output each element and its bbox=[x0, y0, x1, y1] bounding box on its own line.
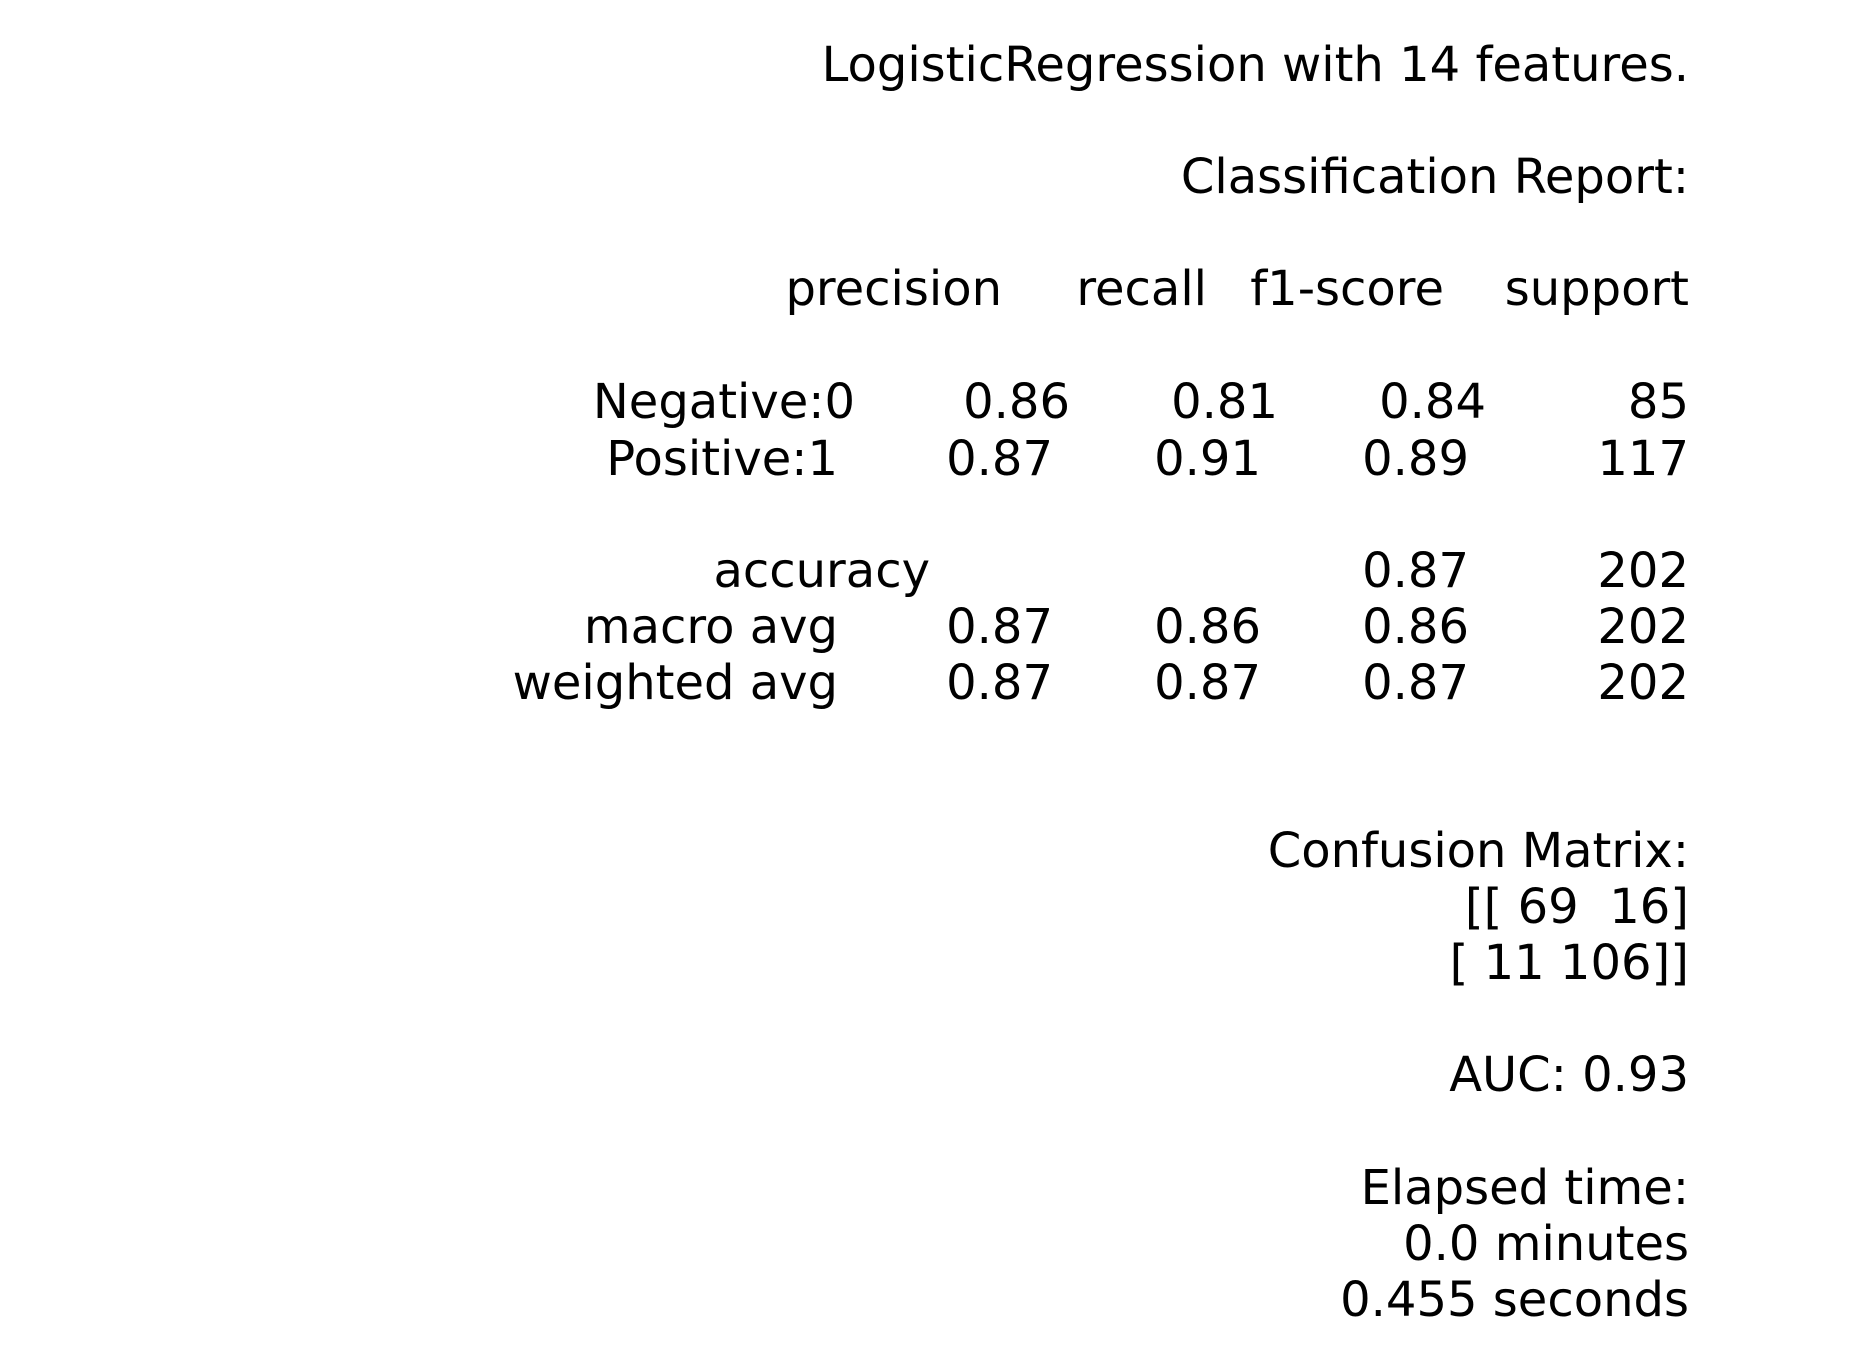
f1-value: 0.87 bbox=[1362, 543, 1469, 599]
elapsed-seconds: 0.455 seconds bbox=[1340, 1272, 1689, 1328]
elapsed-heading: Elapsed time: bbox=[1360, 1160, 1689, 1216]
support-value: 117 bbox=[1597, 431, 1689, 487]
recall-value: 0.91 bbox=[1154, 431, 1261, 487]
row-label: Negative:0 bbox=[592, 374, 855, 430]
f1-value: 0.87 bbox=[1362, 655, 1469, 711]
column-header-support: support bbox=[1504, 261, 1689, 317]
column-header-recall: recall bbox=[1076, 261, 1207, 317]
support-value: 202 bbox=[1597, 543, 1689, 599]
support-value: 202 bbox=[1597, 655, 1689, 711]
summary-label: weighted avg bbox=[512, 655, 838, 711]
support-value: 202 bbox=[1597, 599, 1689, 655]
row-label: Positive:1 bbox=[606, 431, 838, 487]
recall-value: 0.87 bbox=[1154, 655, 1261, 711]
elapsed-minutes: 0.0 minutes bbox=[1403, 1216, 1689, 1272]
support-value: 85 bbox=[1627, 374, 1689, 430]
confusion-row: [ 11 106]] bbox=[1449, 935, 1689, 991]
confusion-row: [[ 69 16] bbox=[1464, 879, 1689, 935]
summary-label: macro avg bbox=[583, 599, 838, 655]
classification-heading: Classification Report: bbox=[1180, 149, 1689, 205]
f1-value: 0.89 bbox=[1362, 431, 1469, 487]
precision-value: 0.87 bbox=[946, 655, 1053, 711]
recall-value: 0.86 bbox=[1154, 599, 1261, 655]
f1-value: 0.86 bbox=[1362, 599, 1469, 655]
precision-value: 0.87 bbox=[946, 431, 1053, 487]
recall-value: 0.81 bbox=[1171, 374, 1278, 430]
f1-value: 0.84 bbox=[1379, 374, 1486, 430]
summary-label: accuracy bbox=[713, 543, 930, 599]
precision-value: 0.87 bbox=[946, 599, 1053, 655]
precision-value: 0.86 bbox=[963, 374, 1070, 430]
column-header-f1: f1-score bbox=[1250, 261, 1444, 317]
auc-value: AUC: 0.93 bbox=[1449, 1047, 1689, 1103]
column-header-precision: precision bbox=[785, 261, 1002, 317]
confusion-heading: Confusion Matrix: bbox=[1267, 823, 1689, 879]
report-title: LogisticRegression with 14 features. bbox=[821, 37, 1689, 93]
